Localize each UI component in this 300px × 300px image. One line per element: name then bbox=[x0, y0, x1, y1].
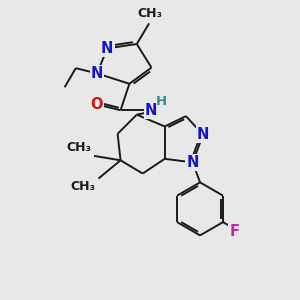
Text: CH₃: CH₃ bbox=[70, 180, 95, 193]
Text: F: F bbox=[230, 224, 239, 239]
Text: N: N bbox=[101, 41, 113, 56]
Text: O: O bbox=[90, 98, 103, 112]
Text: N: N bbox=[145, 103, 157, 118]
Text: CH₃: CH₃ bbox=[137, 7, 163, 20]
Text: H: H bbox=[156, 95, 167, 108]
Text: N: N bbox=[91, 66, 103, 81]
Text: N: N bbox=[187, 155, 199, 170]
Text: CH₃: CH₃ bbox=[66, 141, 91, 154]
Text: N: N bbox=[197, 127, 209, 142]
